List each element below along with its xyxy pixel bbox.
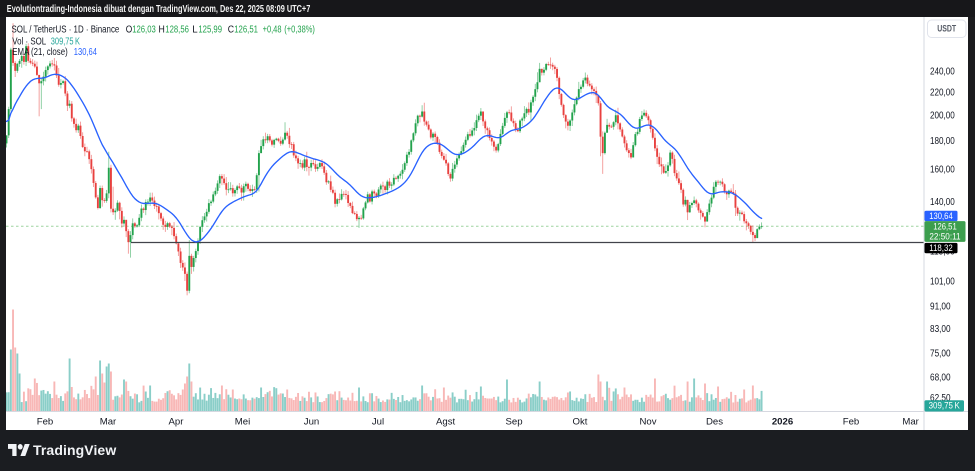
svg-text:Evolutiontrading-Indonesia dib: Evolutiontrading-Indonesia dibuat dengan…	[7, 4, 311, 15]
svg-text:Okt: Okt	[573, 417, 588, 428]
svg-text:126,51: 126,51	[234, 24, 258, 35]
svg-text:Sep: Sep	[505, 417, 522, 428]
svg-text:200,00: 200,00	[930, 111, 955, 122]
svg-text:75,00: 75,00	[930, 349, 951, 360]
svg-text:130,64: 130,64	[74, 47, 98, 58]
svg-text:160,00: 160,00	[930, 165, 955, 176]
svg-text:68,00: 68,00	[930, 372, 951, 383]
svg-text:(+0,38%): (+0,38%)	[284, 24, 315, 35]
svg-text:Jul: Jul	[372, 417, 384, 428]
svg-text:91,00: 91,00	[930, 302, 951, 313]
svg-text:Feb: Feb	[843, 417, 860, 428]
svg-text:Nov: Nov	[639, 417, 656, 428]
svg-text:130,64: 130,64	[929, 211, 952, 222]
svg-text:125,99: 125,99	[198, 24, 222, 35]
svg-text:309,75 K: 309,75 K	[51, 36, 81, 47]
svg-text:2026: 2026	[772, 417, 793, 428]
svg-text:Apr: Apr	[169, 417, 185, 428]
svg-text:C: C	[228, 24, 234, 35]
svg-text:309,75 K: 309,75 K	[929, 401, 961, 412]
svg-text:+0,48: +0,48	[263, 24, 282, 35]
svg-text:101,00: 101,00	[930, 276, 955, 287]
svg-text:83,00: 83,00	[930, 324, 951, 335]
svg-text:220,00: 220,00	[930, 87, 955, 98]
svg-text:118,32: 118,32	[929, 243, 952, 254]
svg-text:SOL / TetherUS · 1D · Binance: SOL / TetherUS · 1D · Binance	[12, 24, 120, 35]
svg-text:Vol · SOL: Vol · SOL	[12, 36, 46, 47]
svg-text:EMA (21, close): EMA (21, close)	[12, 47, 67, 58]
svg-text:Agst: Agst	[436, 417, 456, 428]
svg-text:H: H	[159, 24, 165, 35]
svg-text:128,56: 128,56	[165, 24, 189, 35]
svg-text:140,00: 140,00	[930, 197, 955, 208]
svg-text:22:50:11: 22:50:11	[929, 232, 960, 243]
svg-text:62,50: 62,50	[930, 393, 951, 404]
svg-text:180,00: 180,00	[930, 136, 955, 147]
svg-text:Feb: Feb	[37, 417, 54, 428]
svg-text:Des: Des	[706, 417, 723, 428]
svg-text:USDT: USDT	[937, 24, 956, 35]
svg-text:126,51: 126,51	[933, 221, 956, 232]
svg-text:Jun: Jun	[304, 417, 319, 428]
svg-text:Mei: Mei	[235, 417, 250, 428]
svg-text:126,03: 126,03	[132, 24, 156, 35]
svg-text:L: L	[192, 24, 198, 35]
svg-text:Mar: Mar	[902, 417, 919, 428]
svg-text:Mar: Mar	[100, 417, 117, 428]
svg-text:240,00: 240,00	[930, 66, 955, 77]
svg-text:O: O	[126, 24, 133, 35]
